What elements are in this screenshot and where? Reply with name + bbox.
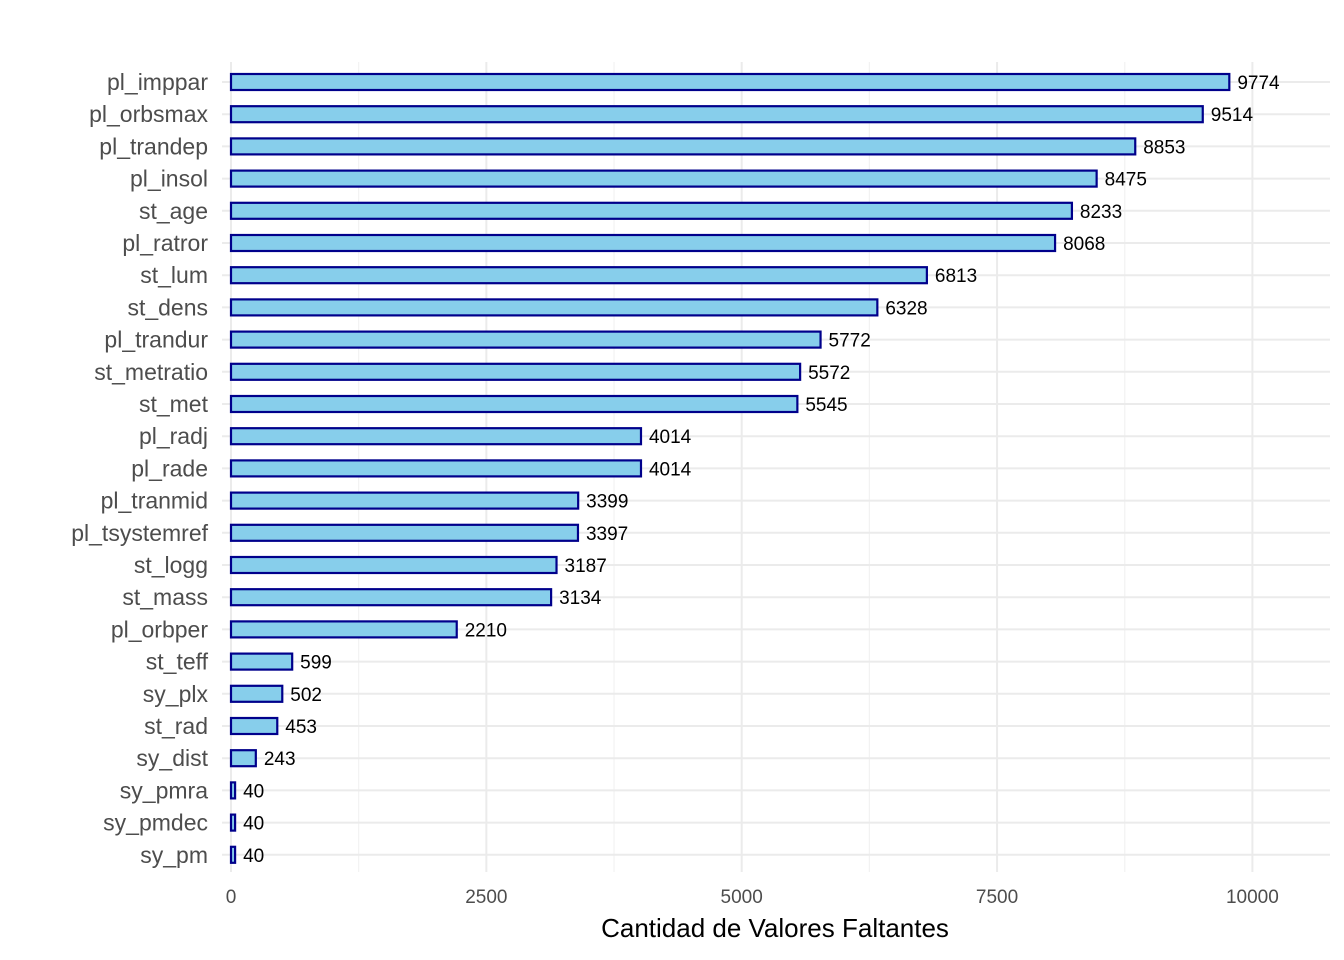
category-label-sy_pmdec: sy_pmdec [103,810,208,836]
data-label-st_logg: 3187 [565,556,607,577]
category-label-st_metratio: st_metratio [94,359,208,385]
bar-pl_radj [229,427,643,446]
bar-st_lum [229,266,928,285]
x-tick-label-10000: 10000 [1226,887,1279,908]
bar-sy_plx [229,684,284,703]
bar-pl_insol [229,169,1098,188]
x-tick-label-5000: 5000 [721,887,763,908]
data-label-st_met: 5545 [805,395,847,416]
data-label-pl_trandep: 8853 [1143,137,1185,158]
bar-pl_rade [229,459,643,478]
category-label-st_lum: st_lum [140,262,208,288]
category-label-pl_tranmid: pl_tranmid [101,488,208,514]
category-label-pl_orbsmax: pl_orbsmax [89,101,208,127]
bar-st_dens [229,298,879,317]
category-label-sy_plx: sy_plx [143,681,209,707]
category-label-pl_tsystemref: pl_tsystemref [71,520,208,546]
data-label-pl_tranmid: 3399 [586,492,628,513]
data-label-sy_plx: 502 [290,685,322,706]
x-tick-label-2500: 2500 [465,887,507,908]
data-label-st_dens: 6328 [885,298,927,319]
category-label-sy_pmra: sy_pmra [120,777,208,803]
bar-st_age [229,201,1074,220]
data-label-pl_ratror: 8068 [1063,234,1105,255]
category-label-pl_radj: pl_radj [139,423,208,449]
category-label-st_teff: st_teff [146,649,209,675]
bar-sy_pm [229,845,237,864]
data-label-st_metratio: 5572 [808,363,850,384]
bar-pl_imppar [229,72,1231,92]
bar-st_metratio [229,362,802,381]
bar-pl_trandur [229,330,822,349]
data-label-sy_dist: 243 [264,749,296,770]
data-label-st_mass: 3134 [559,588,602,609]
x-tick-label-0: 0 [226,887,237,908]
bar-pl_orbper [229,620,458,639]
bar-st_mass [229,588,553,607]
bar-pl_tranmid [229,491,580,510]
data-label-pl_imppar: 9774 [1237,73,1280,94]
data-label-st_rad: 453 [285,717,317,738]
category-labels-layer: pl_imppar pl_orbsmax pl_trandep pl_insol st_… [71,69,208,868]
bar-sy_pmdec [229,813,237,832]
data-label-pl_rade: 4014 [649,459,692,480]
data-label-sy_pmra: 40 [243,781,264,802]
category-label-st_met: st_met [139,391,209,417]
category-label-pl_insol: pl_insol [130,166,208,192]
category-label-st_dens: st_dens [127,294,208,320]
data-labels-layer: 9774 9514 8853 8475 8233 8068 6813 6328 5772 5572… [243,73,1280,867]
data-label-st_age: 8233 [1080,202,1122,223]
category-label-st_rad: st_rad [144,713,208,739]
category-label-pl_imppar: pl_imppar [107,69,208,95]
bars-layer [229,72,1231,864]
data-label-pl_orbper: 2210 [465,620,507,641]
bar-sy_pmra [229,781,237,800]
data-label-pl_tsystemref: 3397 [586,524,628,545]
category-label-pl_orbper: pl_orbper [111,616,209,642]
bar-pl_ratror [229,233,1057,253]
data-label-sy_pm: 40 [243,846,264,867]
x-tick-labels-layer: 0 2500 5000 7500 10000 [226,887,1279,908]
category-label-pl_ratror: pl_ratror [122,230,208,256]
category-label-pl_rade: pl_rade [131,455,208,481]
x-axis-title: Cantidad de Valores Faltantes [601,913,949,943]
data-label-pl_insol: 8475 [1105,170,1147,191]
bar-pl_orbsmax [229,105,1204,124]
category-label-st_mass: st_mass [122,584,208,610]
bar-st_met [229,394,799,414]
data-label-sy_pmdec: 40 [243,814,264,835]
data-label-pl_trandur: 5772 [829,331,871,352]
category-label-st_age: st_age [139,198,208,224]
bar-st_rad [229,716,279,736]
category-label-pl_trandep: pl_trandep [99,133,208,159]
category-label-sy_dist: sy_dist [136,745,208,771]
bar-sy_dist [229,749,257,768]
data-label-st_teff: 599 [300,653,332,674]
data-label-pl_radj: 4014 [649,427,692,448]
bar-st_logg [229,555,558,575]
bar-pl_trandep [229,137,1137,156]
data-label-pl_orbsmax: 9514 [1211,105,1254,126]
x-tick-label-7500: 7500 [976,887,1018,908]
category-label-st_logg: st_logg [134,552,208,578]
data-label-st_lum: 6813 [935,266,977,287]
bar-pl_tsystemref [229,523,580,542]
category-label-sy_pm: sy_pm [140,842,208,868]
category-label-pl_trandur: pl_trandur [104,327,208,353]
bar-st_teff [229,652,294,671]
